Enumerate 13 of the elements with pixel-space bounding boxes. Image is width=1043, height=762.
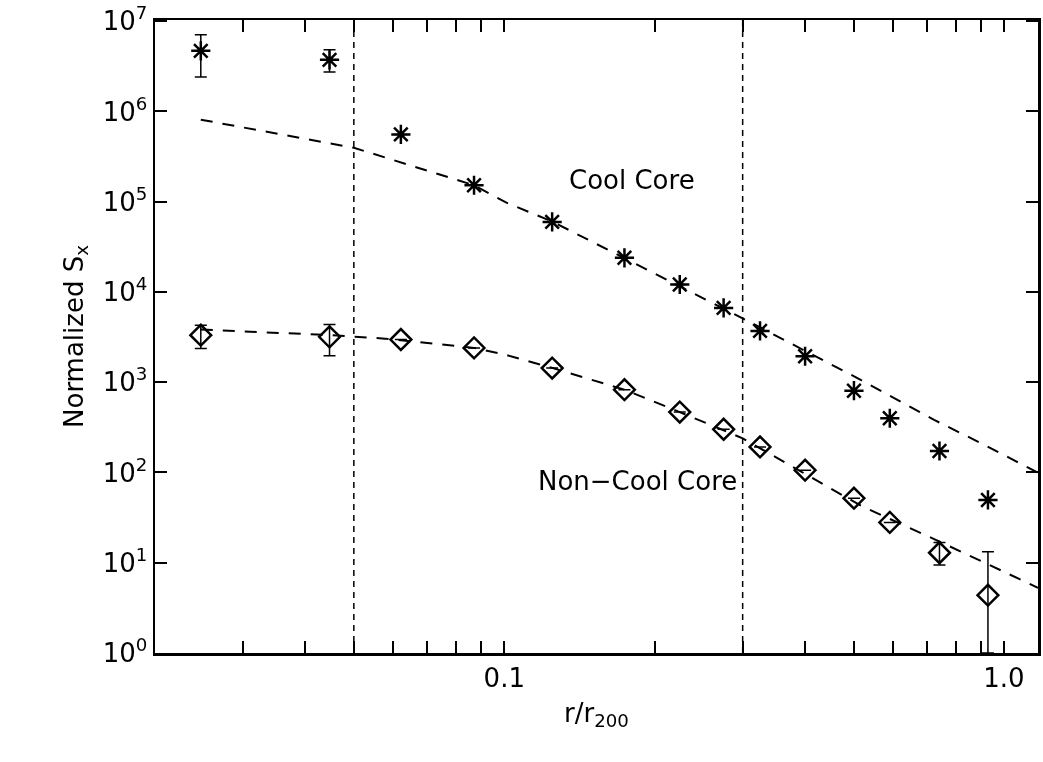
y-tick-label: 10$^{5}$ <box>102 182 148 217</box>
x-tick-label: 1.0 <box>983 662 1025 693</box>
y-tick-label: 10$^{0}$ <box>102 634 148 669</box>
y-tick-label: 10$^{7}$ <box>102 2 148 37</box>
annotation: Non−Cool Core <box>538 466 738 496</box>
annotation: Cool Core <box>569 165 695 195</box>
y-tick-label: 10$^{6}$ <box>102 92 148 127</box>
x-axis-title: r/r$_{200}$ <box>564 697 629 732</box>
y-tick-label: 10$^{2}$ <box>102 453 148 488</box>
y-tick-label: 10$^{1}$ <box>102 543 148 578</box>
x-tick-label: 0.1 <box>483 662 525 693</box>
y-tick-label: 10$^{4}$ <box>102 273 148 308</box>
y-tick-label: 10$^{3}$ <box>102 363 148 398</box>
